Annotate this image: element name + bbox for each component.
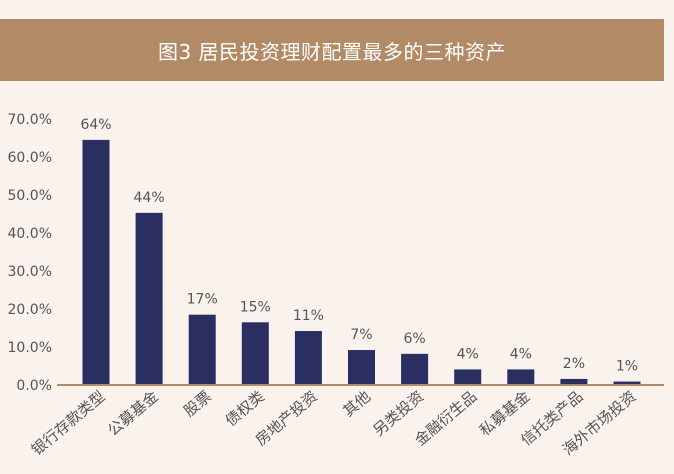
bar-value-label: 44%	[134, 190, 165, 206]
chart-title: 图3 居民投资理财配置最多的三种资产	[157, 39, 507, 64]
bar	[401, 353, 429, 385]
bar-value-label: 1%	[616, 359, 638, 375]
bar-value-label: 11%	[293, 308, 324, 324]
y-tick-label: 70.0%	[8, 112, 52, 128]
bar	[613, 381, 641, 385]
y-tick-label: 50.0%	[8, 188, 52, 204]
bar	[454, 369, 482, 385]
y-tick-label: 60.0%	[8, 150, 52, 166]
bar-value-label: 7%	[350, 327, 372, 343]
y-tick-label: 40.0%	[8, 226, 52, 242]
bar	[507, 369, 535, 385]
title-bar: 图3 居民投资理财配置最多的三种资产	[0, 19, 664, 81]
y-tick-label: 20.0%	[8, 302, 52, 318]
bar-value-label: 4%	[510, 346, 532, 362]
bar	[188, 314, 216, 385]
bar-value-label: 6%	[403, 331, 425, 347]
x-tick-label: 债权类	[222, 387, 268, 430]
bar-value-label: 4%	[457, 346, 479, 362]
bar	[135, 212, 163, 385]
bar	[348, 350, 375, 385]
bar-value-label: 17%	[187, 292, 218, 308]
y-tick-label: 10.0%	[8, 340, 52, 356]
bar-value-label: 15%	[240, 299, 271, 315]
y-tick-label: 0.0%	[16, 378, 52, 394]
bar-value-label: 2%	[563, 356, 585, 372]
bar	[560, 378, 588, 385]
x-tick-label: 银行存款类型	[28, 387, 109, 459]
bar-value-label: 64%	[80, 117, 111, 133]
bar	[294, 331, 322, 385]
bar	[82, 139, 110, 385]
x-tick-label: 公募基金	[104, 387, 162, 439]
x-tick-label: 其他	[340, 387, 375, 420]
y-tick-label: 30.0%	[8, 264, 52, 280]
bar	[241, 322, 269, 385]
x-tick-label: 股票	[180, 387, 215, 420]
